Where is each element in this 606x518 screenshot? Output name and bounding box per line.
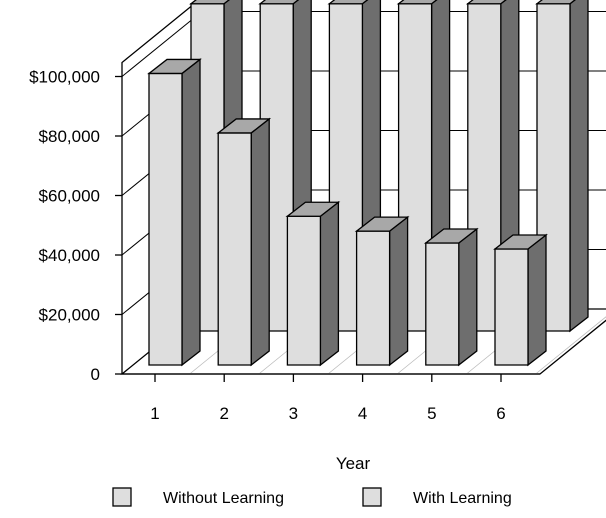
x-axis-title: Year <box>336 454 371 473</box>
bar-side <box>181 58 201 367</box>
x-tick-label: 3 <box>289 404 298 423</box>
x-tick-label: 6 <box>496 404 505 423</box>
series-with-learning <box>147 58 548 367</box>
bar-front <box>494 248 529 366</box>
y-tick-label: $60,000 <box>39 187 100 206</box>
bar-side <box>250 117 270 367</box>
x-tick-label: 5 <box>427 404 436 423</box>
bar-side <box>388 215 409 367</box>
legend-label: With Learning <box>413 490 512 507</box>
x-tick-label: 4 <box>358 404 367 423</box>
y-tick-label: $20,000 <box>39 306 100 325</box>
bar-top <box>423 228 479 244</box>
floor-division <box>535 316 606 375</box>
bar-side <box>458 227 478 367</box>
bar-front <box>148 72 183 366</box>
bar-with-learning <box>216 117 272 367</box>
bar-front <box>217 132 252 366</box>
legend-swatch <box>362 487 382 507</box>
left-wall <box>121 0 200 374</box>
bar-top <box>535 0 576 5</box>
bar-top <box>189 0 230 5</box>
bar-with-learning <box>147 58 202 367</box>
legend-swatch <box>112 487 132 507</box>
bar-with-learning <box>423 227 479 367</box>
legend-item: With Learning <box>362 487 512 507</box>
bar-side <box>319 200 340 367</box>
y-tick-label: 0 <box>91 365 100 384</box>
x-tick-label: 1 <box>150 404 159 423</box>
legend-item: Without Learning <box>112 487 284 507</box>
bar-front <box>425 242 460 366</box>
bar-front <box>355 230 391 366</box>
y-tick-label: $100,000 <box>29 68 100 87</box>
bar-with-learning <box>285 200 341 367</box>
bar-top <box>285 201 341 217</box>
y-axis-ticks: 0 $20,000 $40,000 $60,000 $80,000 $100,000 <box>29 68 122 384</box>
x-tick-label: 2 <box>219 404 228 423</box>
legend: Without Learning With Learning <box>112 487 512 507</box>
bar-with-learning <box>354 215 410 367</box>
y-tick-label: $80,000 <box>39 127 100 146</box>
x-axis-ticks: 1 2 3 4 5 6 <box>122 373 540 423</box>
legend-label: Without Learning <box>163 490 284 507</box>
bar-top <box>216 118 272 134</box>
bar-with-learning <box>493 233 548 367</box>
gridline-side <box>121 11 203 77</box>
bar-top <box>493 234 548 250</box>
bar-front <box>286 215 322 366</box>
bar-top <box>354 216 410 232</box>
bar-top <box>465 0 507 5</box>
bar-top <box>258 0 300 5</box>
bar-side <box>569 0 589 333</box>
bar-top <box>327 0 369 5</box>
bar-side <box>527 233 547 367</box>
bar-top <box>147 58 202 75</box>
bar-top <box>396 0 438 5</box>
y-tick-label: $40,000 <box>39 246 100 265</box>
